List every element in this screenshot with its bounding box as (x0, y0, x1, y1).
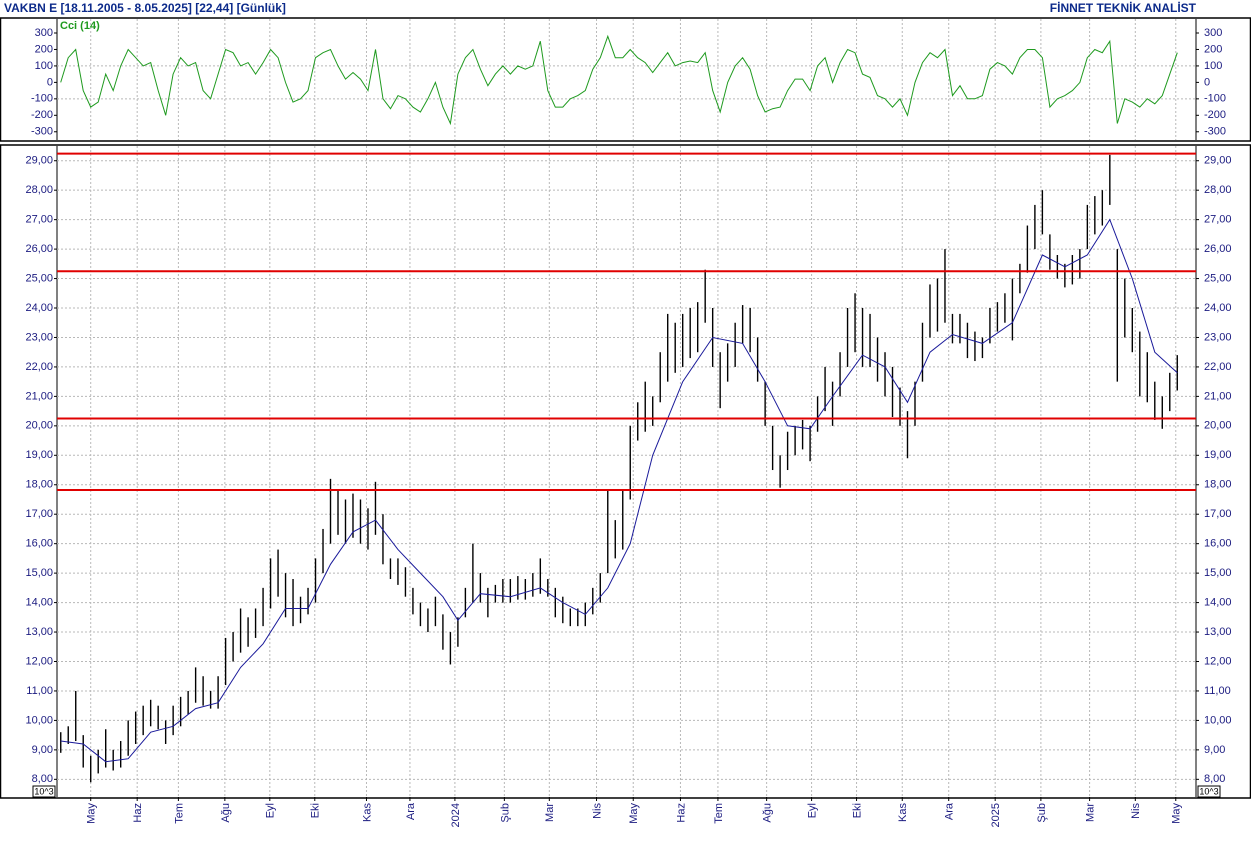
x-tick-label: Mar (1084, 803, 1096, 822)
x-tick-label: Eyl (265, 803, 277, 818)
x-tick-label: Haz (675, 803, 687, 823)
y-tick-label-left: 13,00 (25, 626, 53, 638)
y-tick-label-left: 8,00 (32, 773, 53, 785)
y-tick-label-left: 11,00 (26, 685, 53, 697)
x-tick-label: Ara (944, 802, 956, 820)
x-tick-label: May (86, 803, 98, 824)
x-tick-label: Nis (1130, 803, 1142, 819)
y-tick-label-left: 24,00 (25, 302, 53, 314)
y-tick-label-right: 12,00 (1204, 655, 1232, 667)
x-tick-label: Kas (361, 803, 373, 822)
y-tick-label-right: 29,00 (1204, 155, 1232, 167)
y-tick-label-left: -100 (31, 93, 53, 105)
y-tick-label-right: 10,00 (1204, 714, 1232, 726)
y-tick-label-right: -300 (1204, 126, 1226, 138)
y-tick-label-right: 19,00 (1204, 449, 1232, 461)
y-tick-label-right: 22,00 (1204, 361, 1232, 373)
y-tick-label-right: 26,00 (1204, 243, 1232, 255)
y-tick-label-left: 0 (47, 76, 53, 88)
y-tick-label-right: 17,00 (1204, 508, 1232, 520)
y-tick-label-right: 25,00 (1204, 272, 1232, 284)
x-tick-label: Tem (713, 803, 725, 824)
y-tick-label-right: 13,00 (1204, 626, 1232, 638)
x-tick-label: 2024 (450, 803, 462, 827)
y-tick-label-left: -300 (31, 126, 53, 138)
y-tick-label-right: -100 (1204, 93, 1226, 105)
x-tick-label: Ağu (220, 803, 232, 823)
header-title: VAKBN E [18.11.2005 - 8.05.2025] [22,44]… (4, 1, 286, 15)
y-tick-label-right: 21,00 (1204, 390, 1232, 402)
y-tick-label-left: 21,00 (25, 390, 53, 402)
x-tick-label: Eyl (806, 803, 818, 818)
y-tick-label-left: 22,00 (25, 361, 53, 373)
y-tick-label-right: 300 (1204, 27, 1222, 39)
y-tick-label-right: 27,00 (1204, 214, 1232, 226)
y-tick-label-right: 11,00 (1204, 685, 1231, 697)
x-tick-label: Ağu (762, 803, 774, 823)
y-tick-label-left: 20,00 (25, 420, 53, 432)
y-tick-label-right: 28,00 (1204, 184, 1232, 196)
y-tick-label-left: 18,00 (25, 479, 53, 491)
x-tick-label: Eki (851, 803, 863, 818)
x-tick-label: May (1171, 803, 1183, 824)
x-tick-label: Şub (499, 803, 511, 823)
y-tick-label-right: 24,00 (1204, 302, 1232, 314)
y-tick-label-right: 8,00 (1204, 773, 1225, 785)
y-tick-label-right: 14,00 (1204, 596, 1232, 608)
panel-frame (0, 17, 1251, 142)
y-tick-label-left: 300 (35, 27, 53, 39)
y-tick-label-left: -200 (31, 109, 53, 121)
y-tick-label-left: 23,00 (25, 331, 53, 343)
x-tick-label: Mar (544, 803, 556, 822)
unit-label-right: 10^3 (1199, 786, 1218, 796)
y-tick-label-left: 17,00 (25, 508, 53, 520)
y-tick-label-right: 20,00 (1204, 420, 1232, 432)
y-tick-label-right: 18,00 (1204, 479, 1232, 491)
y-tick-label-left: 15,00 (25, 567, 53, 579)
y-tick-label-right: 15,00 (1204, 567, 1232, 579)
x-tick-label: Tem (173, 803, 185, 824)
y-tick-label-left: 16,00 (25, 538, 53, 550)
moving-average (60, 218, 1178, 763)
y-tick-label-left: 29,00 (25, 155, 53, 167)
unit-box-right (1197, 785, 1221, 798)
header-brand: FİNNET TEKNİK ANALİST (1050, 0, 1197, 15)
y-tick-label-left: 12,00 (25, 655, 53, 667)
y-tick-label-right: 16,00 (1204, 538, 1232, 550)
y-tick-label-left: 27,00 (25, 214, 53, 226)
y-tick-label-right: -200 (1204, 109, 1226, 121)
y-tick-label-left: 25,00 (25, 272, 53, 284)
y-tick-label-left: 9,00 (32, 744, 53, 756)
x-tick-label: 2025 (990, 803, 1002, 827)
y-tick-label-right: 23,00 (1204, 331, 1232, 343)
y-tick-label-left: 100 (35, 60, 53, 72)
panel-title: Cci (14) (60, 20, 100, 32)
x-tick-label: Nis (591, 803, 603, 819)
unit-label-left: 10^3 (34, 786, 53, 796)
y-tick-label-left: 14,00 (25, 596, 53, 608)
y-tick-label-left: 28,00 (25, 184, 53, 196)
y-tick-label-left: 19,00 (25, 449, 53, 461)
y-tick-label-right: 9,00 (1204, 744, 1225, 756)
cci-line (60, 34, 1178, 126)
y-tick-label-right: 100 (1204, 60, 1222, 72)
x-tick-label: Kas (897, 803, 909, 822)
x-tick-label: Haz (132, 803, 144, 823)
x-tick-label: Eki (310, 803, 322, 818)
unit-box-left (32, 785, 56, 798)
y-tick-label-right: 200 (1204, 43, 1222, 55)
x-tick-label: Şub (1036, 803, 1048, 823)
y-tick-label-right: 0 (1204, 76, 1210, 88)
x-tick-label: May (628, 803, 640, 824)
y-tick-label-left: 200 (35, 43, 53, 55)
y-tick-label-left: 10,00 (25, 714, 53, 726)
y-tick-label-left: 26,00 (25, 243, 53, 255)
x-tick-label: Ara (405, 802, 417, 820)
